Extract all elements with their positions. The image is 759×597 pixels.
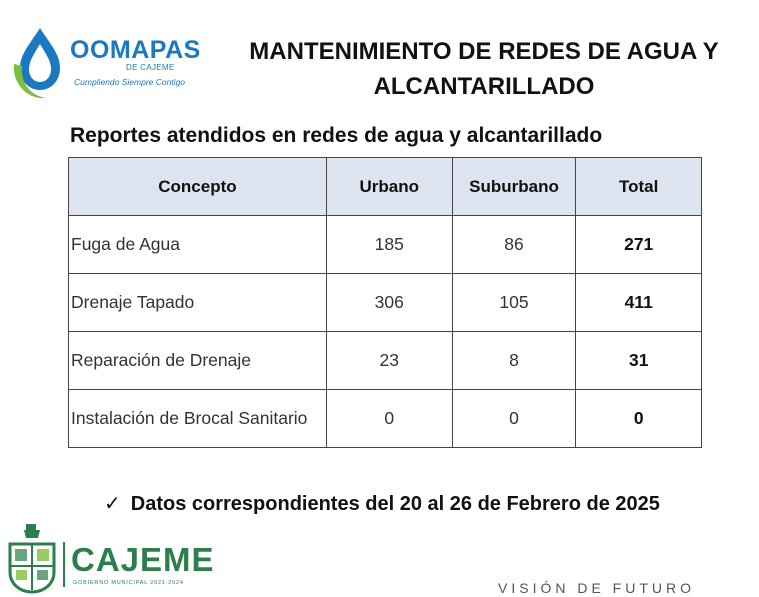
cajeme-government-caption: GOBIERNO MUNICIPAL 2021-2024 bbox=[73, 580, 184, 586]
table-row: Instalación de Brocal Sanitario 0 0 0 bbox=[68, 389, 702, 448]
cell-total: 0 bbox=[575, 389, 702, 448]
date-range-note: ✓ Datos correspondientes del 20 al 26 de … bbox=[104, 491, 660, 516]
oomapas-wordmark: OOMAPAS bbox=[70, 36, 201, 64]
table-row: Fuga de Agua 185 86 271 bbox=[68, 215, 702, 274]
cell-urbano: 185 bbox=[325, 215, 453, 274]
page-title-line-1: MANTENIMIENTO DE REDES DE AGUA Y bbox=[249, 38, 719, 65]
page-title-line-2: ALCANTARILLADO bbox=[373, 73, 595, 100]
water-drop-icon bbox=[13, 28, 60, 99]
cell-suburbano: 0 bbox=[451, 389, 577, 448]
cell-urbano: 23 bbox=[325, 331, 453, 390]
cell-total: 31 bbox=[575, 331, 702, 390]
cell-urbano: 0 bbox=[325, 389, 453, 448]
logo-divider bbox=[63, 542, 65, 587]
cell-concepto: Fuga de Agua bbox=[68, 215, 327, 274]
section-subtitle: Reportes atendidos en redes de agua y al… bbox=[70, 124, 603, 147]
slogan: VISIÓN DE FUTURO bbox=[498, 580, 696, 596]
cell-total: 411 bbox=[575, 273, 702, 332]
coat-of-arms-icon bbox=[8, 524, 56, 594]
cell-urbano: 306 bbox=[325, 273, 453, 332]
header-suburbano: Suburbano bbox=[451, 157, 577, 216]
cell-suburbano: 105 bbox=[451, 273, 577, 332]
cajeme-logo: CAJEME GOBIERNO MUNICIPAL 2021-2024 bbox=[6, 522, 246, 594]
cell-suburbano: 86 bbox=[451, 215, 577, 274]
cell-concepto: Instalación de Brocal Sanitario bbox=[68, 389, 327, 448]
oomapas-tagline: Cumpliendo Siempre Contigo bbox=[74, 77, 186, 87]
oomapas-logo: OOMAPAS DE CAJEME Cumpliendo Siempre Con… bbox=[8, 24, 223, 104]
cajeme-wordmark: CAJEME bbox=[71, 541, 215, 578]
checkmark-icon: ✓ bbox=[104, 493, 121, 515]
cell-concepto: Drenaje Tapado bbox=[68, 273, 327, 332]
date-range-text: Datos correspondientes del 20 al 26 de F… bbox=[130, 493, 660, 515]
table-header-row: Concepto Urbano Suburbano Total bbox=[68, 157, 702, 216]
header-urbano: Urbano bbox=[325, 157, 453, 216]
table-row: Reparación de Drenaje 23 8 31 bbox=[68, 331, 702, 390]
header-total: Total bbox=[575, 157, 702, 216]
header-concepto: Concepto bbox=[68, 157, 327, 216]
cell-suburbano: 8 bbox=[451, 331, 577, 390]
oomapas-subtitle: DE CAJEME bbox=[126, 63, 175, 72]
cell-total: 271 bbox=[575, 215, 702, 274]
table-row: Drenaje Tapado 306 105 411 bbox=[68, 273, 702, 332]
reports-table: Concepto Urbano Suburbano Total Fuga de … bbox=[68, 157, 702, 448]
cell-concepto: Reparación de Drenaje bbox=[68, 331, 327, 390]
